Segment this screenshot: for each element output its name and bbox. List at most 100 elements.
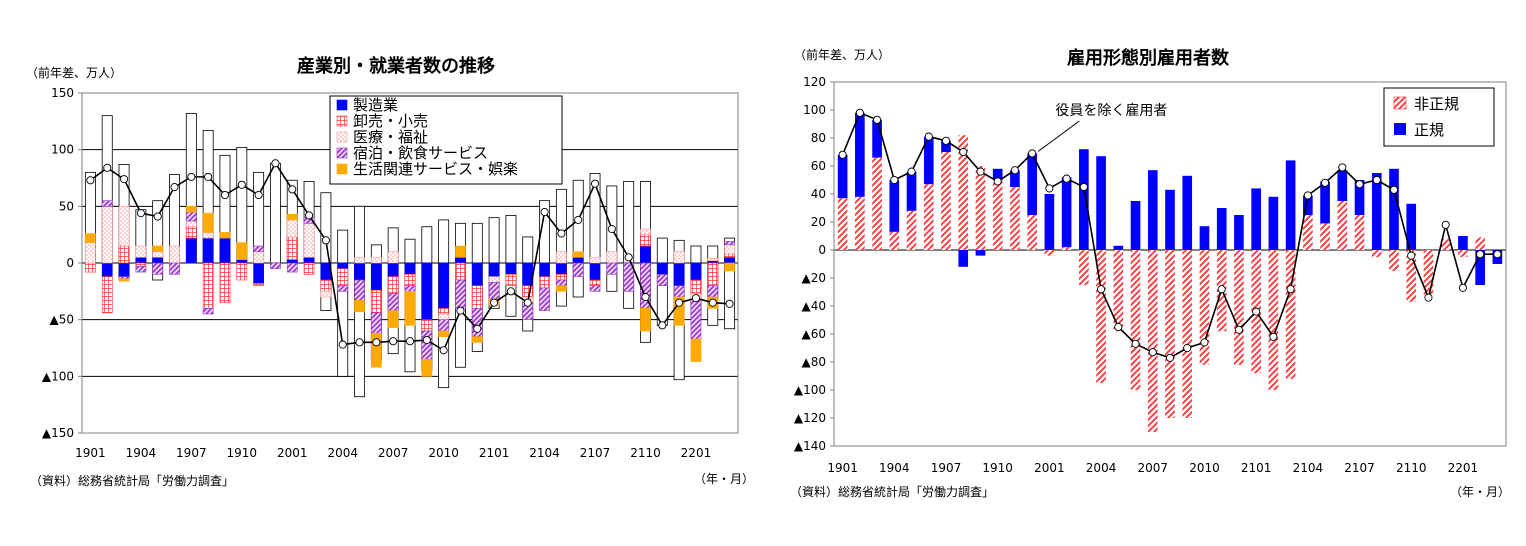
c1-bar-医療・福祉 [707, 258, 719, 262]
c1-line-point [321, 236, 330, 245]
c1-ytick-label: 50 [59, 199, 74, 213]
c1-line-point [456, 306, 465, 315]
c1-line-point [422, 336, 431, 345]
c1-line-point [237, 180, 246, 189]
c1-line-point [204, 172, 213, 181]
c1-bar-宿泊・飲食サービス [387, 293, 399, 311]
c2-bar-非正規 [1113, 250, 1124, 332]
c2-bar-正規 [906, 171, 917, 211]
c1-line-point [338, 340, 347, 349]
c1-line-point [641, 292, 650, 302]
c2-bar-正規 [1234, 215, 1244, 250]
chart2-title: 雇用形態別雇用者数 [1067, 47, 1230, 69]
c1-bar-宿泊・飲食サービス [152, 262, 164, 275]
c2-line-point [1217, 285, 1226, 294]
c1-line-point [120, 175, 129, 184]
c1-line-point [506, 287, 515, 296]
c1-bar-生活関連サービス・娯楽 [118, 278, 130, 282]
c1-bar-生活関連サービス・娯楽 [185, 206, 197, 213]
c1-bar-宿泊・飲食サービス [135, 266, 147, 273]
c2-bar-非正規 [837, 198, 848, 250]
c1-line-point [372, 338, 381, 347]
c2-bar-正規 [1079, 149, 1089, 250]
c2-ytick-label: 20 [811, 215, 826, 229]
c1-bar-医療・福祉 [320, 291, 332, 298]
c1-bar-医療・福祉 [387, 251, 399, 264]
c2-bar-正規 [941, 140, 951, 152]
c2-line-point [1183, 343, 1192, 353]
c1-total-outline-bar [488, 217, 500, 264]
c1-bar-宿泊・飲食サービス [354, 279, 365, 301]
c1-bar-卸売・小売 [303, 262, 315, 275]
c1-bar-卸売・小売 [185, 226, 197, 239]
c1-bar-製造業 [438, 262, 449, 309]
c1-bar-宿泊・飲食サービス [404, 285, 416, 292]
chart1-plot-frame [81, 92, 739, 434]
c1-bar-宿泊・飲食サービス [286, 262, 298, 273]
c2-bar-正規 [1113, 245, 1124, 250]
c1-bar-医療・福祉 [185, 220, 197, 228]
c1-line-point [439, 346, 448, 355]
c1-line-point [288, 185, 297, 194]
c2-xtick-label: 1901 [827, 461, 858, 475]
c1-bar-卸売・小売 [337, 268, 349, 286]
c2-bar-非正規 [872, 157, 882, 250]
c1-bar-卸売・小売 [724, 253, 735, 258]
c1-bar-製造業 [640, 245, 651, 264]
c1-bar-卸売・小売 [556, 274, 567, 281]
c2-bar-非正規 [1285, 250, 1296, 379]
c1-bar-製造業 [303, 257, 315, 264]
c2-ytick-label: ▲20 [802, 271, 827, 285]
c1-bar-生活関連サービス・娯楽 [471, 336, 483, 343]
c1-bar-宿泊・飲食サービス [118, 276, 130, 280]
c1-bar-製造業 [152, 257, 164, 264]
c1-bar-卸売・小売 [387, 276, 399, 294]
chart1-legend-swatch [336, 131, 348, 143]
c1-bar-医療・福祉 [286, 219, 298, 238]
chart2-legend-swatch [1393, 96, 1407, 110]
c1-bar-生活関連サービス・娯楽 [219, 232, 231, 239]
c1-line-point [490, 298, 499, 307]
c2-bar-非正規 [1406, 250, 1417, 302]
c2-bar-正規 [1285, 160, 1296, 250]
c2-line-point [1234, 325, 1243, 334]
c1-line-point [590, 179, 600, 188]
c1-bar-医療・福祉 [303, 223, 315, 258]
c2-line-point [993, 177, 1002, 186]
c1-bar-宿泊・飲食サービス [185, 211, 197, 222]
c2-ytick-label: 120 [803, 75, 826, 89]
c1-bar-卸売・小売 [505, 274, 517, 286]
c1-line-point [708, 298, 717, 307]
c2-line-point [873, 115, 882, 124]
c1-bar-宿泊・飲食サービス [707, 285, 719, 298]
c1-bar-卸売・小売 [455, 262, 466, 281]
c1-line-point [187, 172, 196, 181]
c1-bar-宿泊・飲食サービス [455, 279, 466, 309]
c1-line-point [305, 211, 314, 220]
c2-bar-非正規 [1044, 250, 1055, 256]
c2-bar-正規 [872, 119, 882, 158]
c1-bar-生活関連サービス・娯楽 [455, 245, 466, 258]
c2-bar-正規 [855, 112, 865, 197]
c2-ytick-label: 60 [811, 159, 826, 173]
c1-bar-医療・福祉 [118, 206, 130, 247]
c1-bar-製造業 [589, 262, 601, 281]
c1-bar-生活関連サービス・娯楽 [85, 233, 96, 243]
c1-ytick-label: ▲150 [42, 426, 74, 440]
c2-bar-非正規 [1234, 250, 1244, 365]
c1-bar-卸売・小売 [471, 285, 483, 309]
c2-xtick-label: 2201 [1448, 461, 1479, 475]
chart2-plot-frame [833, 81, 1507, 447]
chart1-legend-label: 製造業 [353, 96, 398, 114]
c1-bar-卸売・小売 [539, 276, 550, 289]
c1-line-point [405, 337, 415, 346]
c1-ytick-label: ▲50 [50, 313, 75, 327]
c1-xtick-label: 1907 [176, 446, 207, 460]
c1-bar-卸売・小売 [253, 283, 264, 286]
c1-total-outline-bar [269, 162, 281, 264]
c1-bar-宿泊・飲食サービス [623, 262, 635, 292]
c1-bar-生活関連サービス・娯楽 [724, 262, 735, 272]
chart1-title: 産業別・就業者数の推移 [297, 55, 495, 77]
c2-bar-非正規 [1096, 250, 1106, 383]
c2-line-point [1148, 348, 1157, 357]
